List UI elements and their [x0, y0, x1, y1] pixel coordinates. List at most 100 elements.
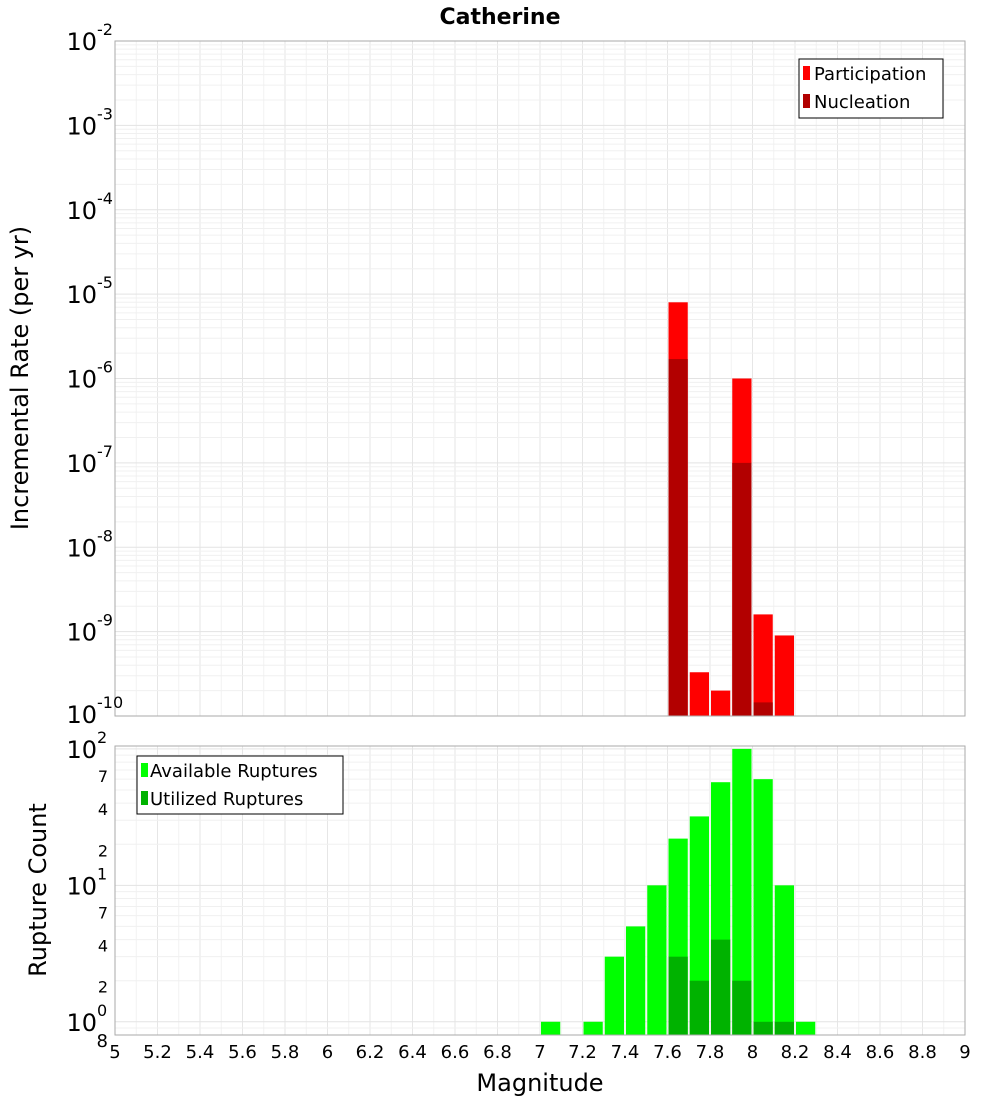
bottom-legend-box: [136, 755, 344, 815]
y-tick-exponent: -8: [97, 526, 113, 545]
available-ruptures-bar: [753, 779, 773, 1035]
x-tick-label: 7.6: [653, 1042, 682, 1063]
available-ruptures-bar: [732, 748, 752, 1035]
top-legend: Participation Nucleation: [798, 58, 944, 119]
y-tick-label: 10 -2: [66, 20, 113, 56]
x-tick-label: 7.8: [696, 1042, 725, 1063]
bottom-legend: Available Ruptures Utilized Ruptures: [136, 755, 344, 815]
utilized-ruptures-bar: [774, 1021, 794, 1035]
nucleation-bar: [732, 462, 752, 716]
y-tick-label: 10 0: [66, 1001, 107, 1037]
available-ruptures-bar: [604, 956, 624, 1035]
participation-bar: [689, 672, 709, 716]
y-minor-tick-label: 7: [98, 903, 108, 922]
utilized-ruptures-bar: [689, 980, 709, 1035]
y-tick-base: 10: [66, 112, 97, 140]
participation-bar: [753, 614, 773, 716]
utilized-ruptures-bar: [668, 956, 688, 1035]
nucleation-bar: [668, 359, 688, 716]
bottom-plot-frame: [114, 745, 966, 1036]
y-tick-base: 10: [66, 619, 97, 647]
top-grid: [114, 40, 966, 717]
x-tick-label: 7.2: [568, 1042, 597, 1063]
top-plot-frame: [114, 40, 966, 717]
utilized-ruptures-bar: [732, 980, 752, 1035]
available-ruptures-bar: [689, 816, 709, 1035]
y-tick-exponent: 1: [97, 864, 107, 883]
top-legend-box: [798, 58, 944, 119]
y-tick-exponent: 2: [97, 728, 107, 747]
y-minor-tick-label: 8: [97, 1031, 108, 1052]
y-tick-base: 10: [66, 1009, 97, 1037]
available-ruptures-bar: [774, 885, 794, 1035]
y-tick-label: 10 1: [66, 864, 107, 900]
x-tick-label: 7: [534, 1042, 545, 1063]
utilized-ruptures-bar: [711, 939, 731, 1035]
legend-swatch-available-ruptures: [141, 763, 148, 777]
x-axis-label: Magnitude: [476, 1069, 603, 1097]
y-tick-exponent: -7: [97, 442, 113, 461]
x-tick-label: 8: [747, 1042, 758, 1063]
y-tick-label: 10 -8: [66, 526, 113, 562]
x-tick-label: 5.4: [186, 1042, 215, 1063]
available-ruptures-bar: [796, 1021, 816, 1035]
x-tick-label: 5.8: [271, 1042, 300, 1063]
legend-swatch-nucleation: [803, 94, 810, 108]
legend-swatch-utilized-ruptures: [141, 791, 148, 805]
bottom-y-axis-label: Rupture Count: [24, 803, 52, 977]
participation-bar: [711, 690, 731, 716]
y-tick-exponent: -10: [97, 693, 123, 712]
y-minor-tick-label: 4: [98, 937, 108, 956]
y-tick-base: 10: [66, 28, 97, 56]
x-tick-label: 9: [959, 1042, 970, 1063]
x-tick-label: 6: [322, 1042, 333, 1063]
y-tick-label: 10 -10: [66, 693, 123, 729]
x-tick-label: 6.4: [398, 1042, 427, 1063]
y-tick-label: 10 -4: [66, 189, 113, 225]
legend-label-available-ruptures: Available Ruptures: [150, 761, 318, 782]
y-minor-tick-label: 4: [98, 800, 108, 819]
y-tick-base: 10: [66, 281, 97, 309]
x-tick-label: 5: [109, 1042, 120, 1063]
x-tick-label: 5.6: [228, 1042, 257, 1063]
nucleation-bar: [753, 702, 773, 716]
x-tick-label: 8.6: [866, 1042, 895, 1063]
y-tick-base: 10: [66, 534, 97, 562]
y-tick-base: 10: [66, 872, 97, 900]
y-tick-base: 10: [66, 450, 97, 478]
y-tick-exponent: -5: [97, 273, 113, 292]
y-tick-exponent: -9: [97, 611, 113, 630]
y-minor-tick-label: 2: [98, 841, 108, 860]
y-tick-label: 10 -6: [66, 358, 113, 394]
x-tick-label: 6.8: [483, 1042, 512, 1063]
y-minor-tick-label: 2: [98, 978, 108, 997]
x-tick-label: 8.4: [823, 1042, 852, 1063]
x-tick-label: 5.2: [143, 1042, 172, 1063]
available-ruptures-bar: [647, 885, 667, 1035]
bottom-bars: [541, 748, 816, 1035]
legend-label-participation: Participation: [814, 64, 926, 85]
y-tick-base: 10: [66, 701, 97, 729]
y-tick-label: 10 -7: [66, 442, 113, 478]
y-tick-base: 10: [66, 366, 97, 394]
y-tick-label: 10 -3: [66, 104, 113, 140]
x-tick-label: 6.2: [356, 1042, 385, 1063]
top-bars: [668, 302, 794, 716]
y-tick-exponent: -4: [97, 189, 113, 208]
legend-label-nucleation: Nucleation: [814, 92, 910, 113]
x-tick-label: 8.2: [781, 1042, 810, 1063]
x-tick-labels: 5 5.2 5.4 5.6 5.8 6 6.2 6.4 6.6 6.8 7 7.2 7.4 7.6 7.8 8…: [109, 1042, 970, 1063]
top-y-axis-label: Incremental Rate (per yr): [6, 226, 34, 530]
utilized-ruptures-bar: [753, 1021, 773, 1035]
y-tick-base: 10: [66, 197, 97, 225]
y-tick-exponent: -2: [97, 20, 113, 39]
y-tick-exponent: -6: [97, 358, 113, 377]
y-tick-label: 10 -9: [66, 611, 113, 647]
legend-swatch-participation: [803, 66, 810, 80]
y-tick-exponent: 0: [97, 1001, 107, 1020]
legend-label-utilized-ruptures: Utilized Ruptures: [150, 789, 303, 810]
